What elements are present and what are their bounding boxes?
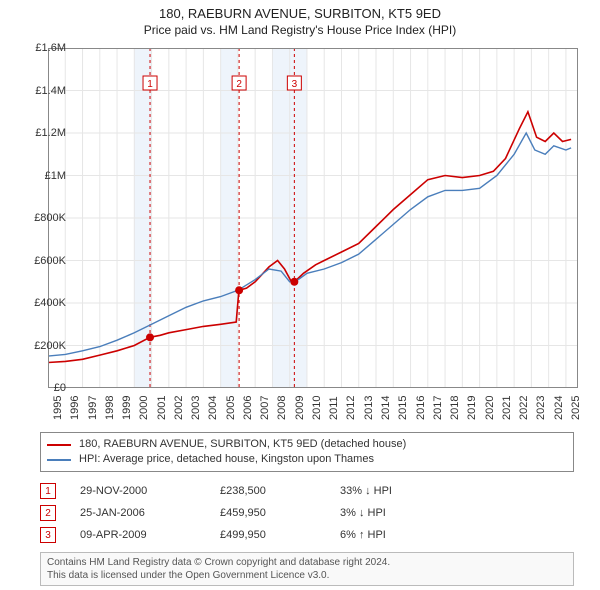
title-subtitle: Price paid vs. HM Land Registry's House …: [0, 23, 600, 37]
tx-date: 09-APR-2009: [80, 529, 220, 541]
y-tick-label: £200K: [20, 340, 66, 352]
x-tick-label: 2025: [570, 396, 582, 420]
legend-box: 180, RAEBURN AVENUE, SURBITON, KT5 9ED (…: [40, 432, 574, 472]
transactions-table: 1 29-NOV-2000 £238,500 33% ↓ HPI 2 25-JA…: [40, 480, 560, 546]
x-tick-label: 2024: [553, 396, 565, 420]
x-tick-label: 2004: [207, 396, 219, 420]
footer-line: Contains HM Land Registry data © Crown c…: [47, 556, 567, 569]
tx-pct: 6% ↑ HPI: [340, 529, 460, 541]
chart-container: 180, RAEBURN AVENUE, SURBITON, KT5 9ED P…: [0, 0, 600, 590]
tx-marker-icon: 1: [40, 483, 56, 499]
svg-text:3: 3: [292, 79, 298, 90]
chart-plot-area: 1 2 3: [48, 48, 578, 388]
x-tick-label: 2019: [466, 396, 478, 420]
title-address: 180, RAEBURN AVENUE, SURBITON, KT5 9ED: [0, 6, 600, 21]
table-row: 3 09-APR-2009 £499,950 6% ↑ HPI: [40, 524, 560, 546]
x-tick-label: 2007: [259, 396, 271, 420]
x-tick-label: 2020: [484, 396, 496, 420]
y-tick-label: £1M: [20, 170, 66, 182]
tx-marker-icon: 2: [40, 505, 56, 521]
svg-text:1: 1: [147, 79, 153, 90]
x-tick-label: 2013: [363, 396, 375, 420]
tx-pct: 33% ↓ HPI: [340, 485, 460, 497]
footer-line: This data is licensed under the Open Gov…: [47, 569, 567, 582]
legend-row: HPI: Average price, detached house, King…: [47, 452, 567, 467]
footer-attribution: Contains HM Land Registry data © Crown c…: [40, 552, 574, 586]
table-row: 1 29-NOV-2000 £238,500 33% ↓ HPI: [40, 480, 560, 502]
x-tick-label: 1996: [69, 396, 81, 420]
x-tick-label: 2008: [276, 396, 288, 420]
x-tick-label: 2021: [501, 396, 513, 420]
x-tick-label: 2010: [311, 396, 323, 420]
y-tick-label: £400K: [20, 297, 66, 309]
x-tick-label: 2005: [225, 396, 237, 420]
y-tick-label: £0: [20, 382, 66, 394]
x-tick-label: 1998: [104, 396, 116, 420]
legend-swatch-hpi: [47, 459, 71, 461]
x-tick-label: 2012: [345, 396, 357, 420]
x-tick-label: 1999: [121, 396, 133, 420]
x-tick-label: 2018: [449, 396, 461, 420]
legend-row: 180, RAEBURN AVENUE, SURBITON, KT5 9ED (…: [47, 437, 567, 452]
y-tick-label: £800K: [20, 212, 66, 224]
y-tick-label: £1.6M: [20, 42, 66, 54]
tx-date: 25-JAN-2006: [80, 507, 220, 519]
legend-label: 180, RAEBURN AVENUE, SURBITON, KT5 9ED (…: [79, 437, 406, 452]
tx-marker-icon: 3: [40, 527, 56, 543]
x-tick-label: 2003: [190, 396, 202, 420]
y-tick-label: £1.2M: [20, 127, 66, 139]
x-tick-label: 2014: [380, 396, 392, 420]
x-tick-label: 1995: [52, 396, 64, 420]
y-tick-label: £1.4M: [20, 85, 66, 97]
tx-price: £499,950: [220, 529, 340, 541]
x-tick-label: 1997: [87, 396, 99, 420]
x-tick-label: 2016: [415, 396, 427, 420]
table-row: 2 25-JAN-2006 £459,950 3% ↓ HPI: [40, 502, 560, 524]
x-tick-label: 2009: [294, 396, 306, 420]
x-tick-label: 2011: [328, 396, 340, 420]
y-tick-label: £600K: [20, 255, 66, 267]
tx-date: 29-NOV-2000: [80, 485, 220, 497]
svg-text:2: 2: [236, 79, 242, 90]
tx-price: £459,950: [220, 507, 340, 519]
x-tick-label: 2017: [432, 396, 444, 420]
tx-pct: 3% ↓ HPI: [340, 507, 460, 519]
x-tick-label: 2001: [156, 396, 168, 420]
chart-svg: 1 2 3: [48, 48, 578, 388]
x-tick-label: 2000: [138, 396, 150, 420]
legend-label: HPI: Average price, detached house, King…: [79, 452, 374, 467]
x-tick-label: 2023: [535, 396, 547, 420]
x-tick-label: 2015: [397, 396, 409, 420]
x-tick-label: 2022: [518, 396, 530, 420]
x-tick-label: 2006: [242, 396, 254, 420]
title-block: 180, RAEBURN AVENUE, SURBITON, KT5 9ED P…: [0, 0, 600, 37]
tx-price: £238,500: [220, 485, 340, 497]
x-tick-label: 2002: [173, 396, 185, 420]
legend-swatch-property: [47, 444, 71, 446]
